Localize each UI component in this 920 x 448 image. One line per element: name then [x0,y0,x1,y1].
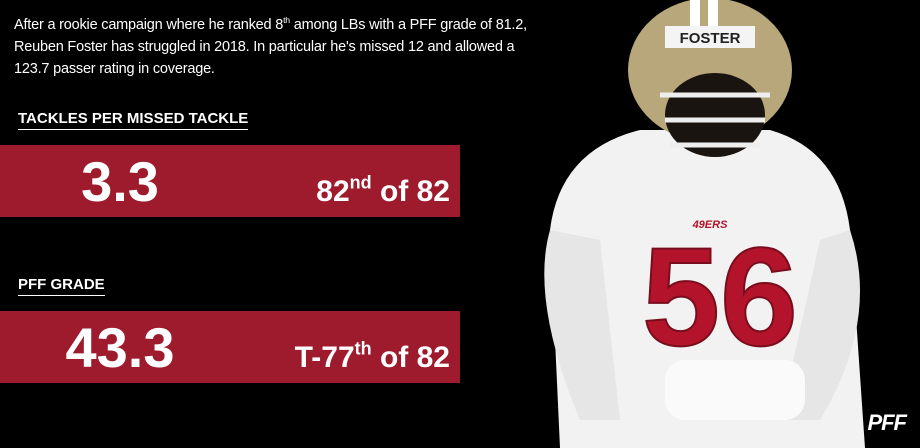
stat-value: 43.3 [65,316,175,379]
jersey-number: 56 [642,218,798,375]
rank-sup: nd [349,172,372,193]
helmet-name: FOSTER [680,30,741,47]
helmet-stripe [690,0,700,40]
stat-label: TACKLES PER MISSED TACKLE [18,110,249,130]
intro-part: among LBs with a PFF grade of 81.2, Reub… [14,17,527,77]
player-photo: FOSTER 49ERS 56 [544,0,865,448]
rank-part: T-77 [294,341,355,374]
arm [544,230,620,420]
stat-rank: 82nd of 82 [316,172,450,209]
helmet-stripe [708,0,718,40]
jersey-logo: 49ERS [692,219,729,231]
facemask [660,92,770,148]
intro-text: After a rookie campaign where he ranked … [14,14,534,80]
rank-part: of 82 [371,341,450,374]
stat-bar: 43.3 T-77th of 82 [0,311,460,383]
gloves [665,360,805,420]
rank-part: 82 [316,175,350,208]
rank-part: of 82 [371,175,450,208]
intro-part: After a rookie campaign where he ranked … [14,17,284,33]
logo: PFF [867,410,907,435]
stat-value: 3.3 [81,150,159,213]
stat-bar: 3.3 82nd of 82 [0,145,460,217]
name-plate [665,26,755,48]
stat-label: PFF GRADE [18,276,105,296]
intro-sup: th [283,14,290,25]
stat-rank: T-77th of 82 [294,338,450,375]
rank-sup: th [354,338,372,359]
